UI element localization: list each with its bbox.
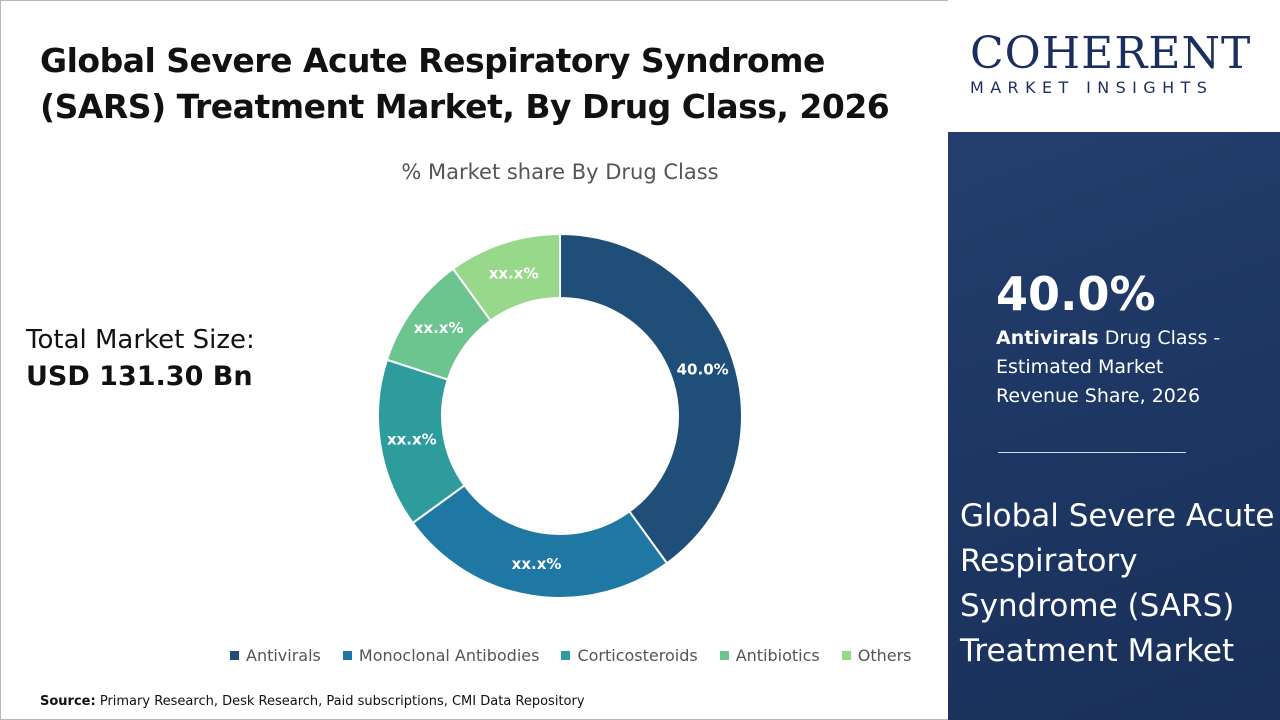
- source-text: Primary Research, Desk Research, Paid su…: [99, 694, 585, 709]
- data-label: xx.x%: [387, 430, 437, 448]
- highlight-description: Antivirals Drug Class - Estimated Market…: [996, 324, 1246, 411]
- total-market-size: Total Market Size: USD 131.30 Bn: [26, 325, 255, 392]
- donut-chart: 40.0% xx.x% xx.x% xx.x% xx.x%: [377, 232, 743, 599]
- highlight-percent: 40.0%: [996, 267, 1156, 321]
- legend-swatch: [719, 651, 729, 660]
- page-title: Global Severe Acute Respiratory Syndrome…: [40, 41, 890, 126]
- divider: [998, 452, 1186, 453]
- legend-swatch: [841, 651, 851, 660]
- side-panel: COHERENT MARKET INSIGHTS 40.0% Antiviral…: [948, 0, 1280, 720]
- legend-label: Monoclonal Antibodies: [358, 646, 540, 665]
- chart-title: % Market share By Drug Class: [401, 160, 719, 184]
- chart-legend: Antivirals Monoclonal Antibodies Corticost…: [230, 646, 912, 665]
- legend-item: Monoclonal Antibodies: [342, 646, 540, 665]
- legend-label: Antivirals: [246, 646, 321, 665]
- total-market-value: USD 131.30 Bn: [26, 361, 253, 392]
- logo-tagline: MARKET INSIGHTS: [970, 78, 1214, 97]
- slice-monoclonal-antibodies: [411, 483, 669, 599]
- logo-name: COHERENT: [970, 28, 1252, 79]
- legend-label: Corticosteroids: [577, 646, 698, 665]
- market-name: Global Severe Acute Respiratory Syndrome…: [960, 498, 1275, 669]
- legend-swatch: [230, 651, 239, 660]
- legend-label: Antibiotics: [735, 646, 820, 665]
- data-label: xx.x%: [489, 264, 539, 282]
- total-market-label: Total Market Size:: [26, 325, 255, 355]
- slice-others: [451, 232, 561, 322]
- legend-item: Antivirals: [230, 646, 321, 665]
- slice-antivirals: [559, 232, 743, 565]
- legend-swatch: [342, 651, 352, 660]
- legend-item: Antibiotics: [719, 646, 820, 665]
- data-label: xx.x%: [414, 319, 464, 337]
- legend-item: Corticosteroids: [561, 646, 698, 665]
- highlight-segment: Antivirals: [996, 327, 1099, 349]
- legend-swatch: [561, 651, 571, 660]
- legend-item: Others: [841, 646, 912, 665]
- highlight-desc-text: Drug Class - Estimated Market Revenue Sh…: [996, 327, 1221, 407]
- data-label: 40.0%: [677, 361, 729, 379]
- legend-label: Others: [857, 646, 912, 665]
- source-note: Source: Primary Research, Desk Research,…: [40, 694, 585, 709]
- company-logo: COHERENT MARKET INSIGHTS: [948, 0, 1280, 132]
- source-label: Source:: [40, 694, 96, 709]
- data-label: xx.x%: [512, 555, 562, 573]
- highlight-panel: 40.0% Antivirals Drug Class - Estimated …: [948, 132, 1280, 720]
